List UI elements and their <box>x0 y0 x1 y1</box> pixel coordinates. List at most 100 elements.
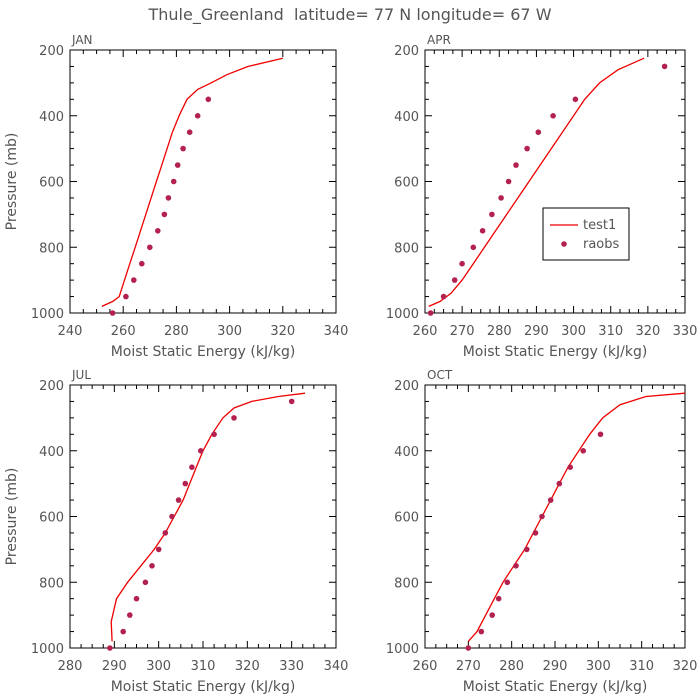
plot-frame <box>424 49 686 314</box>
obs-point <box>169 513 175 520</box>
y-tick-label: 200 <box>394 44 419 59</box>
y-axis-label: Pressure (mb) <box>4 133 20 231</box>
model-line-test1 <box>110 392 306 642</box>
legend-obs-marker <box>561 241 567 247</box>
plot-frame <box>69 49 337 314</box>
model-line-test1 <box>428 57 645 307</box>
legend: test1 raobs <box>542 207 630 261</box>
obs-point <box>524 145 530 152</box>
obs-point <box>205 96 212 103</box>
plot-frame <box>69 384 337 649</box>
x-tick-label: 320 <box>673 659 698 674</box>
x-axis-label: Moist Static Energy (kJ/kg) <box>111 679 296 695</box>
obs-point <box>440 293 447 300</box>
panel-jan: 240 260 280 300 320 340 200 400 600 800 1000 JAN Moi… <box>4 33 348 360</box>
y-tick-label: 200 <box>394 379 419 394</box>
y-tick-label: 800 <box>394 576 419 591</box>
x-tick-label: 290 <box>543 659 568 674</box>
x-axis-label: Moist Static Energy (kJ/kg) <box>463 679 648 695</box>
y-tick-label: 400 <box>39 445 64 460</box>
obs-point <box>174 162 181 168</box>
obs-point <box>186 129 193 135</box>
x-tick-label: 260 <box>413 659 438 674</box>
plot-frame <box>424 384 686 649</box>
obs-point <box>149 563 155 569</box>
obs-point <box>162 530 169 536</box>
x-tick-label: 310 <box>191 659 216 674</box>
x-axis-label: Moist Static Energy (kJ/kg) <box>111 344 296 360</box>
x-tick-label: 270 <box>450 324 475 339</box>
obs-point <box>459 260 465 267</box>
obs-point <box>194 113 201 119</box>
y-tick-label: 200 <box>39 379 64 394</box>
x-tick-label: 300 <box>146 659 171 674</box>
obs-point <box>661 63 668 70</box>
x-tick-label: 280 <box>164 324 189 339</box>
x-tick-label: 310 <box>629 659 654 674</box>
y-tick-label: 400 <box>394 110 419 125</box>
panel-label: JUL <box>71 368 91 382</box>
panel-label: JAN <box>71 33 93 47</box>
y-tick-label: 1000 <box>386 307 419 322</box>
obs-point <box>211 431 217 438</box>
y-tick-label: 400 <box>394 445 419 460</box>
obs-point <box>165 195 172 201</box>
x-tick-label: 280 <box>58 659 83 674</box>
x-tick-label: 300 <box>586 659 611 674</box>
y-tick-label: 600 <box>394 511 419 526</box>
x-tick-label: 300 <box>561 324 586 339</box>
obs-point <box>478 628 485 635</box>
obs-point <box>180 145 186 152</box>
obs-point <box>495 595 502 602</box>
x-tick-label: 300 <box>217 324 242 339</box>
y-tick-label: 600 <box>39 511 64 526</box>
panel-jul: 280 290 300 310 320 330 340 200 400 600 800 1000 JUL… <box>4 368 348 695</box>
y-tick-label: 1000 <box>31 642 64 657</box>
obs-point <box>451 277 458 283</box>
obs-point <box>231 415 237 421</box>
obs-point <box>170 178 177 185</box>
y-tick-label: 400 <box>39 110 64 125</box>
x-axis-label: Moist Static Energy (kJ/kg) <box>463 344 648 360</box>
y-tick-label: 800 <box>39 241 64 256</box>
x-tick-label: 330 <box>673 324 698 339</box>
y-tick-label: 600 <box>394 176 419 191</box>
x-tick-label: 280 <box>499 659 524 674</box>
panel-apr: 260 270 280 290 300 310 320 330 200 400 600 800 1000… <box>386 33 698 360</box>
obs-point <box>155 228 161 234</box>
obs-point <box>535 129 542 135</box>
obs-point <box>572 96 579 103</box>
x-tick-label: 340 <box>324 659 349 674</box>
obs-point <box>567 464 573 471</box>
y-tick-label: 800 <box>39 576 64 591</box>
x-tick-label: 320 <box>270 324 295 339</box>
obs-point <box>288 398 295 405</box>
obs-point <box>505 178 512 185</box>
x-tick-label: 240 <box>58 324 83 339</box>
obs-point <box>131 277 137 283</box>
obs-point <box>120 628 126 635</box>
obs-point <box>127 612 133 618</box>
x-tick-label: 280 <box>487 324 512 339</box>
obs-point <box>142 579 149 586</box>
panel-label: OCT <box>427 368 453 382</box>
x-tick-label: 260 <box>413 324 438 339</box>
x-tick-label: 340 <box>324 324 349 339</box>
obs-point <box>547 497 554 503</box>
page-title: Thule_Greenland latitude= 77 N longitude… <box>147 5 551 25</box>
y-tick-label: 600 <box>39 176 64 191</box>
obs-point <box>175 497 182 503</box>
obs-point <box>489 612 496 618</box>
obs-point <box>513 162 519 168</box>
y-tick-label: 200 <box>39 44 64 59</box>
panel-oct: 260 270 280 290 300 310 320 200 400 600 800 1000 OCT… <box>386 368 698 695</box>
obs-point <box>198 448 204 454</box>
x-tick-label: 270 <box>456 659 481 674</box>
x-tick-label: 290 <box>524 324 549 339</box>
obs-point <box>123 293 129 300</box>
obs-point <box>155 546 162 553</box>
obs-point <box>182 480 189 487</box>
x-tick-label: 260 <box>111 324 136 339</box>
obs-point <box>470 244 477 251</box>
